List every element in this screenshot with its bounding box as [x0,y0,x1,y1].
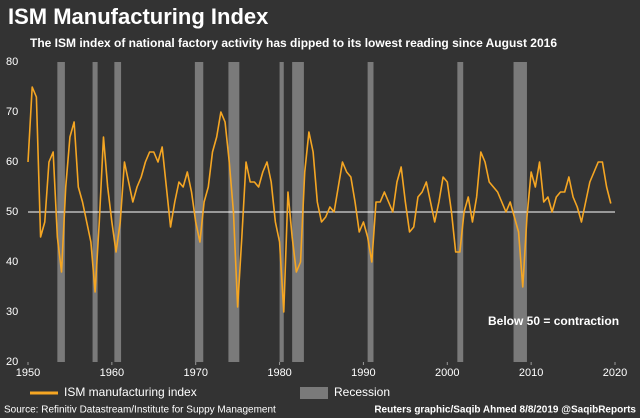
y-tick-label: 70 [6,106,18,118]
y-tick-label: 40 [6,256,18,268]
x-tick-label: 1990 [351,367,375,379]
y-tick-label: 80 [6,56,18,68]
legend-label: ISM manufacturing index [64,385,197,399]
y-tick-label: 30 [6,306,18,318]
x-tick-label: 1960 [100,367,124,379]
y-tick-label: 20 [6,356,18,368]
legend-box [300,387,328,399]
credit: Reuters graphic/Saqib Ahmed 8/8/2019 @Sa… [374,405,636,416]
legend-label: Recession [334,385,390,399]
y-tick-label: 60 [6,156,18,168]
ism-line [27,86,612,313]
x-tick-label: 2020 [603,367,627,379]
chart-subtitle: The ISM index of national factory activi… [30,36,557,50]
annotation: Below 50 = contraction [488,314,619,328]
x-tick-label: 2010 [519,367,543,379]
x-tick-label: 1950 [16,367,40,379]
x-tick-label: 1970 [183,367,207,379]
x-tick-label: 1980 [267,367,291,379]
chart-title: ISM Manufacturing Index [8,4,269,29]
y-tick-label: 50 [6,206,18,218]
x-tick-label: 2000 [435,367,459,379]
source: Source: Refinitiv Datastream/Institute f… [4,405,276,416]
